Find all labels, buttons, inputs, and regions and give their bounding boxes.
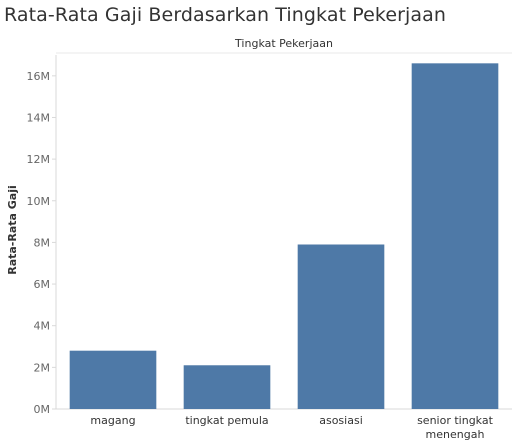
y-tick-label: 10M bbox=[27, 195, 51, 208]
x-category-label: magang bbox=[90, 414, 135, 427]
x-category-label: menengah bbox=[426, 428, 485, 441]
chart-title: Rata-Rata Gaji Berdasarkan Tingkat Peker… bbox=[4, 4, 447, 26]
y-tick-label: 6M bbox=[34, 278, 51, 291]
y-tick-label: 0M bbox=[34, 403, 51, 416]
x-category-label: tingkat pemula bbox=[185, 414, 268, 427]
y-tick-label: 16M bbox=[27, 70, 51, 83]
x-category-label: senior tingkat bbox=[417, 414, 494, 427]
column-header: Tingkat Pekerjaan bbox=[234, 37, 333, 50]
y-axis-ticks: 0M 2M 4M 6M 8M 10M 12M 14M 16M bbox=[27, 70, 56, 416]
bar-1[interactable] bbox=[183, 365, 271, 409]
y-axis-title: Rata-Rata Gaji bbox=[6, 185, 19, 275]
y-tick-label: 14M bbox=[27, 111, 51, 124]
bars bbox=[69, 63, 499, 410]
x-axis-labels: magang tingkat pemula asosiasi senior tingk… bbox=[90, 414, 493, 441]
bar-3[interactable] bbox=[411, 63, 499, 410]
x-category-label: asosiasi bbox=[319, 414, 363, 427]
y-tick-label: 8M bbox=[34, 236, 51, 249]
y-tick-label: 12M bbox=[27, 153, 51, 166]
bar-2[interactable] bbox=[297, 244, 385, 409]
bar-0[interactable] bbox=[69, 350, 157, 409]
y-tick-label: 4M bbox=[34, 320, 51, 333]
y-tick-label: 2M bbox=[34, 361, 51, 374]
